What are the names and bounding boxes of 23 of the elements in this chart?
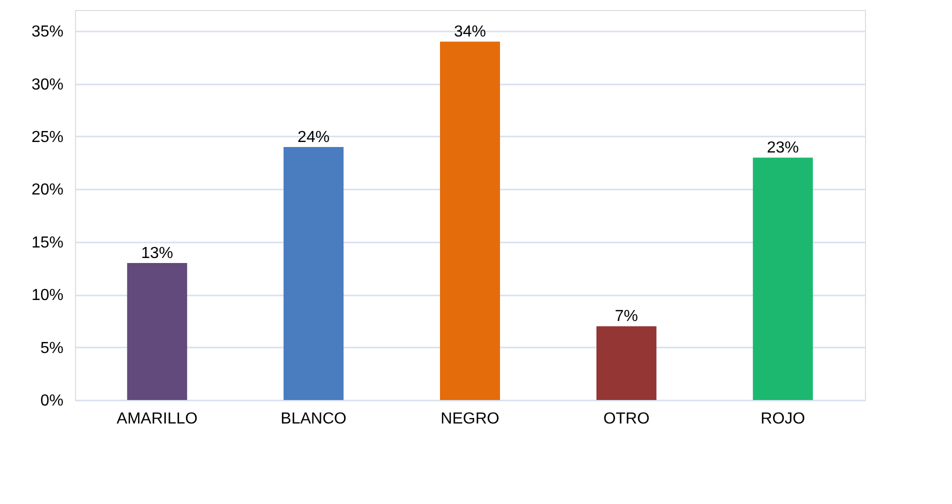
y-tick-label: 20% xyxy=(31,182,64,199)
y-tick-label: 25% xyxy=(31,128,64,146)
x-tick-label: NEGRO xyxy=(440,410,500,428)
x-tick-label: BLANCO xyxy=(280,410,346,428)
bar xyxy=(596,326,656,400)
bar xyxy=(127,262,188,400)
x-tick-label: ROJO xyxy=(760,410,806,428)
x-tick-label: AMARILLO xyxy=(116,410,198,428)
bar xyxy=(752,158,813,400)
bar xyxy=(284,147,344,400)
data-label: 24% xyxy=(298,129,330,146)
y-tick-label: 10% xyxy=(31,287,64,304)
data-label: 13% xyxy=(141,244,174,262)
data-label: 34% xyxy=(454,24,486,41)
y-tick-label: 30% xyxy=(31,76,64,94)
bar xyxy=(440,42,500,400)
y-tick-label: 15% xyxy=(31,234,64,252)
data-label: 23% xyxy=(766,140,799,157)
y-tick-label: 35% xyxy=(31,24,64,41)
y-tick-label: 0% xyxy=(40,392,64,410)
data-label: 7% xyxy=(614,308,638,326)
y-tick-label: 5% xyxy=(40,340,64,357)
x-tick-label: OTRO xyxy=(603,410,650,428)
